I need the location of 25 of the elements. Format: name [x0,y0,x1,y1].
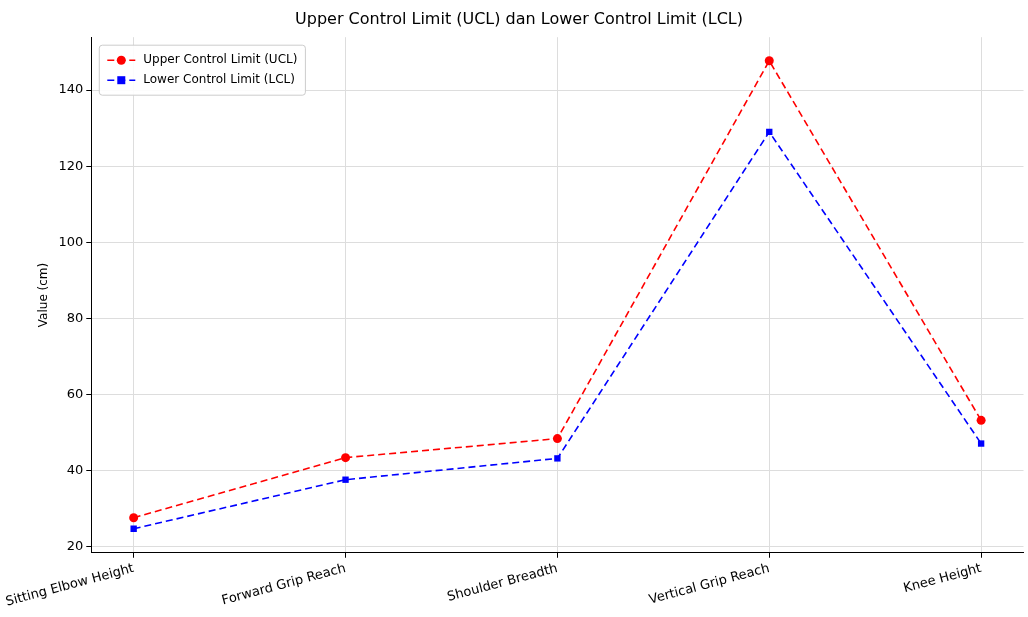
x-tick-label: Shoulder Breadth [445,559,560,604]
point [130,525,137,532]
point [977,440,985,447]
chart-title: Upper Control Limit (UCL) dan Lower Control Limit (LCL) [295,8,743,28]
point [342,476,349,483]
y-tick-label: 140 [58,81,84,97]
point [552,434,562,444]
x-tick-label: Vertical Grip Reach [647,559,771,607]
y-tick-label: 120 [58,157,84,173]
point [341,453,351,463]
point [554,455,561,462]
y-tick-label: 60 [66,385,84,401]
y-tick-label: 20 [66,538,84,554]
legend-label: Upper Control Limit (UCL) [143,52,298,67]
point [129,513,139,523]
legend-label: Lower Control Limit (LCL) [143,72,295,87]
y-tick-label: 100 [58,233,84,249]
x-tick-label: Sitting Elbow Height [3,559,136,609]
x-tick-label: Knee Height [901,559,983,596]
y-tick-label: 80 [66,309,84,325]
y-axis-title: Value (cm) [36,262,51,328]
point [976,415,986,425]
x-tick-label: Forward Grip Reach [220,559,348,608]
y-tick-label: 40 [66,461,84,477]
point [764,56,774,66]
